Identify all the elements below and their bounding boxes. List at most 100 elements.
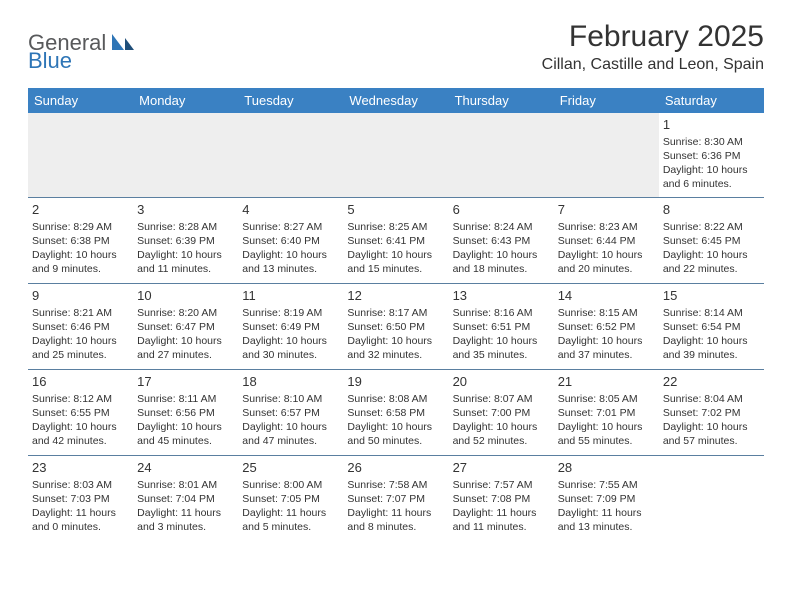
- cell-sunset: Sunset: 6:55 PM: [32, 406, 129, 420]
- day-number: 27: [453, 459, 550, 477]
- cell-sunset: Sunset: 6:51 PM: [453, 320, 550, 334]
- calendar-cell: 25Sunrise: 8:00 AMSunset: 7:05 PMDayligh…: [238, 456, 343, 542]
- day-number: 21: [558, 373, 655, 391]
- cell-sunrise: Sunrise: 8:25 AM: [347, 220, 444, 234]
- calendar-cell: 21Sunrise: 8:05 AMSunset: 7:01 PMDayligh…: [554, 370, 659, 456]
- cell-d1: Daylight: 10 hours: [242, 248, 339, 262]
- cell-sunset: Sunset: 6:49 PM: [242, 320, 339, 334]
- calendar-cell: 5Sunrise: 8:25 AMSunset: 6:41 PMDaylight…: [343, 198, 448, 284]
- cell-sunrise: Sunrise: 8:14 AM: [663, 306, 760, 320]
- day-number: 5: [347, 201, 444, 219]
- cell-d1: Daylight: 11 hours: [32, 506, 129, 520]
- weekday-header: Sunday: [28, 88, 133, 113]
- cell-d2: and 47 minutes.: [242, 434, 339, 448]
- cell-d1: Daylight: 11 hours: [453, 506, 550, 520]
- cell-d1: Daylight: 10 hours: [558, 334, 655, 348]
- calendar-cell: 10Sunrise: 8:20 AMSunset: 6:47 PMDayligh…: [133, 284, 238, 370]
- cell-sunset: Sunset: 6:39 PM: [137, 234, 234, 248]
- cell-sunset: Sunset: 7:01 PM: [558, 406, 655, 420]
- cell-sunrise: Sunrise: 8:23 AM: [558, 220, 655, 234]
- calendar-cell: 9Sunrise: 8:21 AMSunset: 6:46 PMDaylight…: [28, 284, 133, 370]
- calendar-cell: 8Sunrise: 8:22 AMSunset: 6:45 PMDaylight…: [659, 198, 764, 284]
- day-number: 16: [32, 373, 129, 391]
- calendar-cell: 16Sunrise: 8:12 AMSunset: 6:55 PMDayligh…: [28, 370, 133, 456]
- day-number: 13: [453, 287, 550, 305]
- calendar-row: 16Sunrise: 8:12 AMSunset: 6:55 PMDayligh…: [28, 370, 764, 456]
- day-number: 17: [137, 373, 234, 391]
- location: Cillan, Castille and Leon, Spain: [542, 56, 764, 74]
- day-number: 8: [663, 201, 760, 219]
- calendar-cell: 1Sunrise: 8:30 AMSunset: 6:36 PMDaylight…: [659, 113, 764, 198]
- cell-sunset: Sunset: 6:38 PM: [32, 234, 129, 248]
- cell-d2: and 35 minutes.: [453, 348, 550, 362]
- cell-d2: and 13 minutes.: [242, 262, 339, 276]
- cell-sunrise: Sunrise: 8:28 AM: [137, 220, 234, 234]
- cell-d2: and 3 minutes.: [137, 520, 234, 534]
- month-title: February 2025: [542, 20, 764, 54]
- cell-sunrise: Sunrise: 8:19 AM: [242, 306, 339, 320]
- cell-d1: Daylight: 10 hours: [32, 420, 129, 434]
- cell-d1: Daylight: 10 hours: [453, 248, 550, 262]
- calendar-row: 23Sunrise: 8:03 AMSunset: 7:03 PMDayligh…: [28, 456, 764, 542]
- day-number: 25: [242, 459, 339, 477]
- calendar-cell: 12Sunrise: 8:17 AMSunset: 6:50 PMDayligh…: [343, 284, 448, 370]
- cell-sunset: Sunset: 6:40 PM: [242, 234, 339, 248]
- cell-d1: Daylight: 10 hours: [32, 248, 129, 262]
- cell-d2: and 13 minutes.: [558, 520, 655, 534]
- cell-sunset: Sunset: 6:43 PM: [453, 234, 550, 248]
- cell-d1: Daylight: 10 hours: [558, 248, 655, 262]
- day-number: 10: [137, 287, 234, 305]
- calendar-cell: 22Sunrise: 8:04 AMSunset: 7:02 PMDayligh…: [659, 370, 764, 456]
- weekday-header: Monday: [133, 88, 238, 113]
- cell-sunset: Sunset: 6:56 PM: [137, 406, 234, 420]
- cell-d2: and 8 minutes.: [347, 520, 444, 534]
- cell-sunset: Sunset: 6:54 PM: [663, 320, 760, 334]
- cell-d2: and 57 minutes.: [663, 434, 760, 448]
- cell-d2: and 15 minutes.: [347, 262, 444, 276]
- cell-d2: and 37 minutes.: [558, 348, 655, 362]
- day-number: 6: [453, 201, 550, 219]
- cell-d1: Daylight: 10 hours: [32, 334, 129, 348]
- cell-d2: and 39 minutes.: [663, 348, 760, 362]
- calendar-row: 1Sunrise: 8:30 AMSunset: 6:36 PMDaylight…: [28, 113, 764, 198]
- cell-sunset: Sunset: 7:04 PM: [137, 492, 234, 506]
- cell-d2: and 11 minutes.: [137, 262, 234, 276]
- cell-sunset: Sunset: 7:07 PM: [347, 492, 444, 506]
- cell-sunset: Sunset: 7:00 PM: [453, 406, 550, 420]
- weekday-header: Friday: [554, 88, 659, 113]
- calendar-cell: 18Sunrise: 8:10 AMSunset: 6:57 PMDayligh…: [238, 370, 343, 456]
- cell-sunrise: Sunrise: 8:03 AM: [32, 478, 129, 492]
- cell-d1: Daylight: 11 hours: [137, 506, 234, 520]
- cell-sunrise: Sunrise: 8:27 AM: [242, 220, 339, 234]
- cell-d2: and 11 minutes.: [453, 520, 550, 534]
- cell-d1: Daylight: 10 hours: [347, 248, 444, 262]
- weekday-header-row: Sunday Monday Tuesday Wednesday Thursday…: [28, 88, 764, 113]
- day-number: 15: [663, 287, 760, 305]
- weekday-header: Thursday: [449, 88, 554, 113]
- day-number: 23: [32, 459, 129, 477]
- cell-sunset: Sunset: 7:03 PM: [32, 492, 129, 506]
- calendar-cell: 2Sunrise: 8:29 AMSunset: 6:38 PMDaylight…: [28, 198, 133, 284]
- calendar-cell: 7Sunrise: 8:23 AMSunset: 6:44 PMDaylight…: [554, 198, 659, 284]
- cell-sunrise: Sunrise: 8:22 AM: [663, 220, 760, 234]
- day-number: 28: [558, 459, 655, 477]
- calendar-cell: [343, 113, 448, 198]
- cell-sunrise: Sunrise: 8:20 AM: [137, 306, 234, 320]
- cell-d2: and 42 minutes.: [32, 434, 129, 448]
- cell-sunset: Sunset: 6:52 PM: [558, 320, 655, 334]
- header: General February 2025 Cillan, Castille a…: [28, 20, 764, 74]
- cell-d2: and 27 minutes.: [137, 348, 234, 362]
- cell-sunrise: Sunrise: 8:17 AM: [347, 306, 444, 320]
- day-number: 26: [347, 459, 444, 477]
- calendar-cell: 24Sunrise: 8:01 AMSunset: 7:04 PMDayligh…: [133, 456, 238, 542]
- calendar-cell: [554, 113, 659, 198]
- cell-d1: Daylight: 10 hours: [453, 420, 550, 434]
- day-number: 3: [137, 201, 234, 219]
- day-number: 1: [663, 116, 760, 134]
- cell-d2: and 9 minutes.: [32, 262, 129, 276]
- logo-sail-icon: [110, 32, 134, 57]
- cell-d2: and 20 minutes.: [558, 262, 655, 276]
- cell-d1: Daylight: 10 hours: [453, 334, 550, 348]
- cell-d1: Daylight: 11 hours: [558, 506, 655, 520]
- cell-d1: Daylight: 10 hours: [242, 420, 339, 434]
